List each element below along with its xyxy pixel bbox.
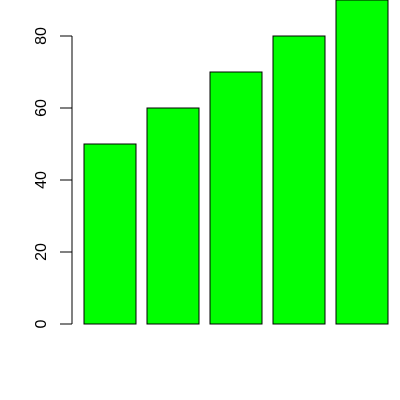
y-tick-label: 80 xyxy=(33,27,50,45)
y-tick-label: 20 xyxy=(33,243,50,261)
bars xyxy=(83,0,389,325)
bar-5 xyxy=(335,0,389,325)
bar-4 xyxy=(272,35,326,325)
bar-2 xyxy=(146,107,200,325)
y-tick-label: 40 xyxy=(33,171,50,189)
y-axis: 0 20 40 60 80 xyxy=(33,27,73,328)
y-tick-label: 60 xyxy=(33,99,50,117)
bar-3 xyxy=(209,71,263,325)
bar-1 xyxy=(83,143,137,325)
y-tick-label: 0 xyxy=(33,319,50,328)
